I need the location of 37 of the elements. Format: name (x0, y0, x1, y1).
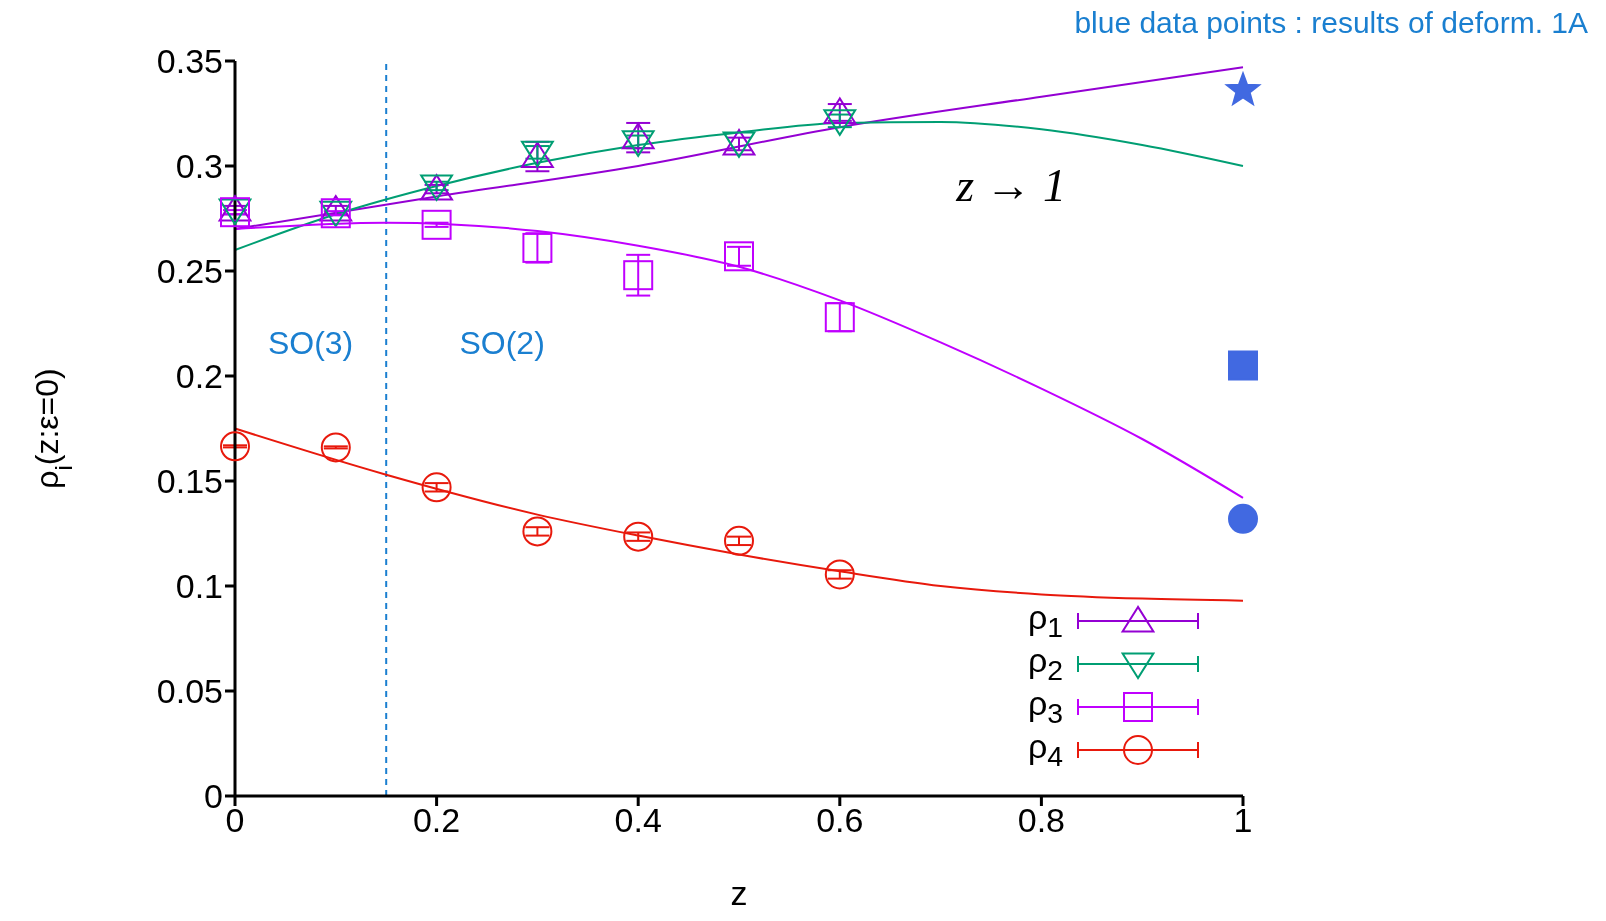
x-tick-label: 0.4 (614, 801, 662, 840)
annotation: SO(2) (459, 325, 545, 363)
point (1226, 72, 1260, 105)
point (724, 525, 754, 556)
point (623, 260, 654, 291)
y-tick-label: 0.05 (156, 672, 223, 711)
point (522, 516, 553, 547)
legend-label: ρ$_{2}$ (1027, 640, 1063, 686)
legend-label: ρ$_{3}$ (1027, 683, 1063, 729)
point (1228, 503, 1258, 534)
x-tick-label: 1 (1233, 801, 1253, 840)
point (823, 97, 857, 124)
y-tick-label: 0.2 (175, 357, 223, 396)
x-axis-title: z (730, 874, 748, 912)
point (320, 432, 351, 463)
y-tick-label: 0.35 (156, 42, 223, 81)
point (623, 521, 654, 552)
y-tick-label: 0.1 (175, 567, 223, 606)
x-tick-label: 0.6 (816, 801, 864, 840)
x-tick-label: 0.2 (412, 801, 461, 840)
y-tick-label: 0.15 (156, 462, 223, 501)
point (421, 472, 452, 503)
legend-label: ρ$_{1}$ (1027, 597, 1063, 643)
point (220, 431, 250, 462)
y-tick-label: 0.25 (156, 252, 223, 291)
annotation: SO(3) (267, 325, 354, 363)
annotation: z → 1 (956, 159, 1067, 213)
text: blue data points : results of deform. 1A (1074, 6, 1588, 40)
point (1228, 350, 1258, 381)
y-tick-label: 0 (204, 777, 223, 816)
line-series (234, 120, 1244, 251)
legend-label: ρ$_{4}$ (1026, 726, 1063, 773)
point (824, 559, 855, 590)
x-tick-label: 0.8 (1017, 801, 1066, 840)
y-tick-label: 0.3 (175, 147, 223, 186)
point (319, 195, 353, 222)
point (421, 209, 452, 240)
